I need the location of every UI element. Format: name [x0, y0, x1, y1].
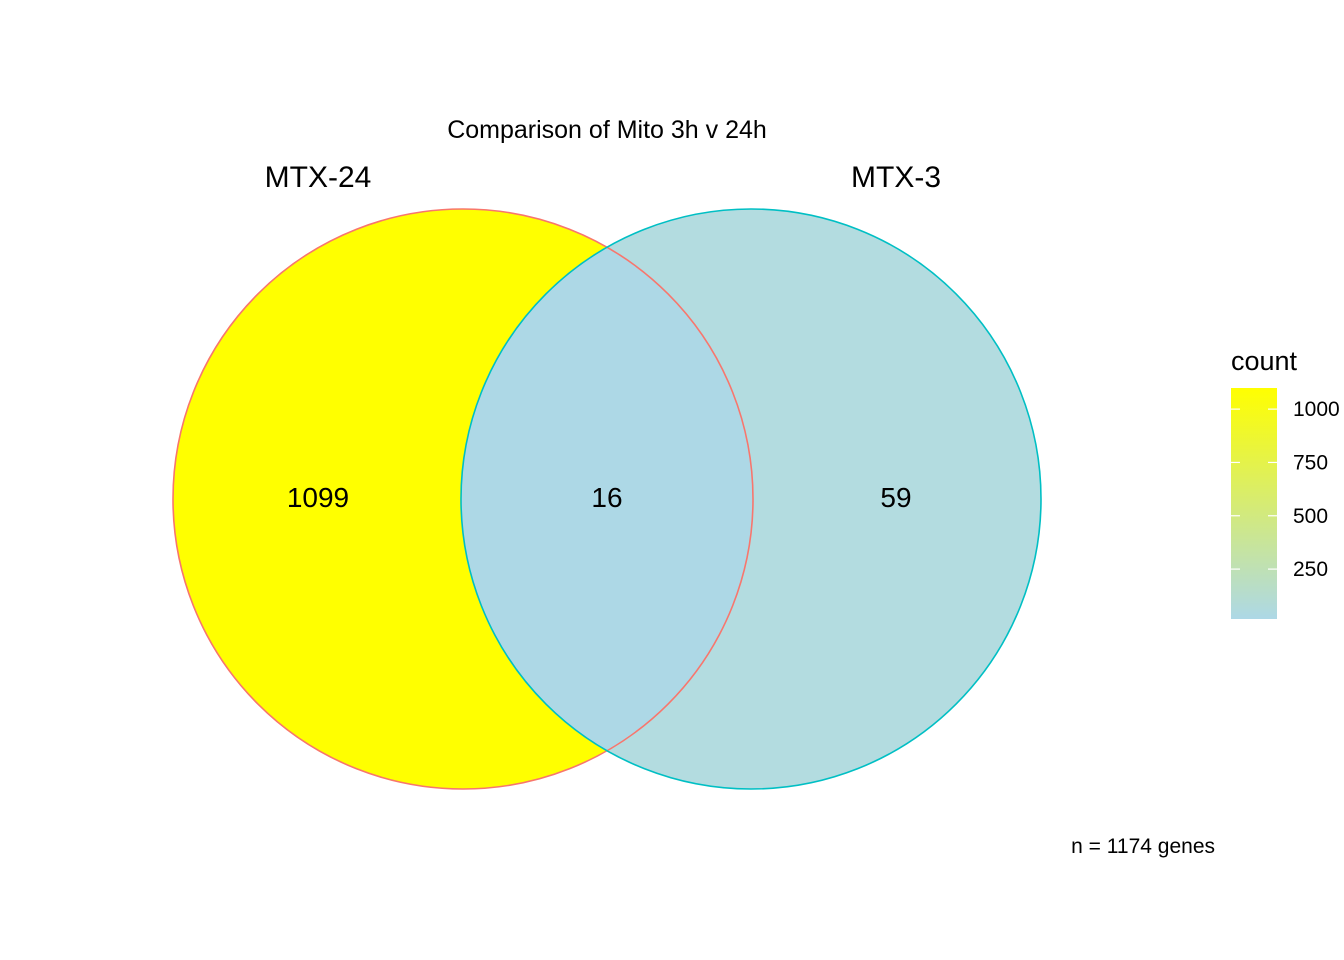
set-label-mtx-24: MTX-24	[265, 161, 372, 194]
legend-tick-label: 250	[1293, 558, 1328, 581]
region-label-mtx-24-only: 1099	[287, 482, 349, 513]
mtx-3-outline	[460, 208, 1042, 790]
legend-colorbar	[1231, 388, 1277, 619]
legend-title: count	[1231, 346, 1298, 376]
intersection-region	[461, 209, 753, 789]
legend-tick-label: 750	[1293, 451, 1328, 474]
legend: count 250 500 750 1000	[1231, 346, 1340, 619]
region-label-mtx-3-only: 59	[880, 482, 911, 513]
caption: n = 1174 genes	[1071, 835, 1215, 858]
legend-tick-label: 500	[1293, 505, 1328, 528]
mtx-24-outline	[172, 208, 754, 790]
legend-tick-label: 1000	[1293, 398, 1340, 421]
set-label-mtx-3: MTX-3	[851, 161, 941, 194]
chart-title: Comparison of Mito 3h v 24h	[447, 116, 767, 144]
region-label-intersection: 16	[591, 482, 622, 513]
